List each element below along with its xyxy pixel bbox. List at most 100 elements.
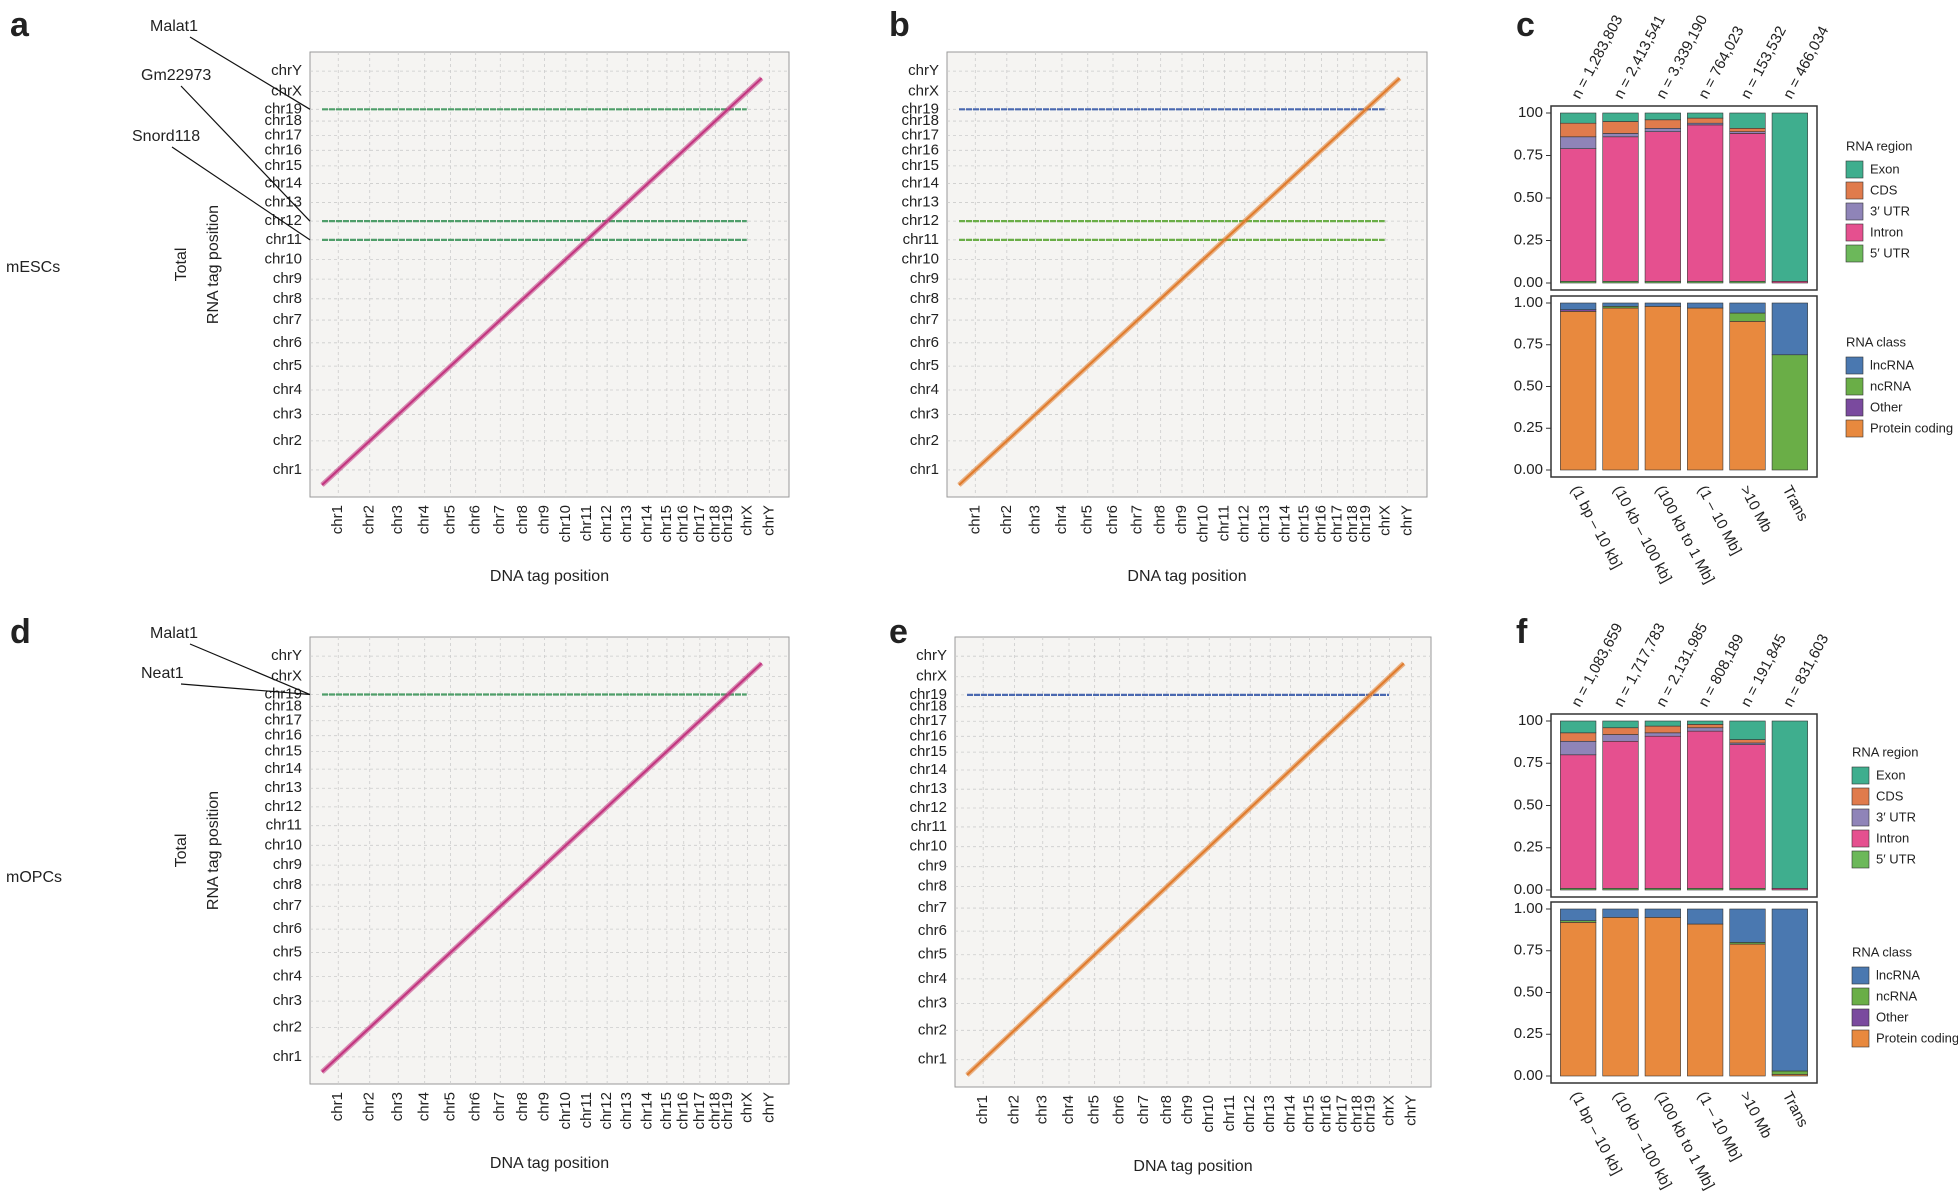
y-tick-label: 0.50 xyxy=(1514,983,1543,1000)
x-tick-label: chr16 xyxy=(1317,1095,1334,1133)
y-tick-label: chr3 xyxy=(918,995,947,1012)
x-tick-label: chrX xyxy=(1376,505,1393,536)
x-tick-label: chr12 xyxy=(598,505,615,543)
legend-swatch xyxy=(1845,202,1864,221)
x-tick-label: chr11 xyxy=(578,505,595,541)
y-tick-label: 0.75 xyxy=(1514,754,1543,771)
y-tick-label: chrY xyxy=(271,647,302,664)
x-tick-label: chr17 xyxy=(1329,505,1346,543)
annotation-line xyxy=(180,683,311,696)
panel-label: c xyxy=(1516,6,1535,44)
legend-label: ncRNA xyxy=(1870,378,1912,393)
panel-label: a xyxy=(10,6,30,44)
y-tick-label: chr1 xyxy=(273,1048,302,1065)
bar-segment xyxy=(1644,131,1681,282)
x-tick-label: chrX xyxy=(1381,1095,1398,1126)
legend-label: 5′ UTR xyxy=(1870,245,1910,260)
y-tick-label: chrY xyxy=(271,62,302,79)
y-tick-label: 0.00 xyxy=(1514,274,1543,291)
y-tick-label: 0.50 xyxy=(1514,189,1543,206)
x-tick-label: chr1 xyxy=(966,505,983,534)
x-tick-label: chr5 xyxy=(1079,505,1096,534)
bar-segment xyxy=(1729,739,1766,744)
y-tick-label: chr4 xyxy=(273,381,302,398)
bar-segment xyxy=(1687,117,1724,124)
diagonal xyxy=(966,662,1405,1076)
x-tick-label: chr17 xyxy=(691,1092,708,1130)
x-tick-label: chr3 xyxy=(1034,1095,1051,1124)
y-tick-label: chr3 xyxy=(273,405,302,422)
bar-segment xyxy=(1729,128,1766,133)
bar-segment xyxy=(1644,732,1681,737)
bar-segment xyxy=(1687,302,1724,309)
bar-segment xyxy=(1602,917,1639,1077)
x-tick-label: chr6 xyxy=(467,505,484,534)
legend-label: Exon xyxy=(1870,161,1900,176)
y-tick-label: chr9 xyxy=(273,856,302,873)
x-tick-label: chr6 xyxy=(1111,1095,1128,1124)
legend-label: CDS xyxy=(1870,182,1898,197)
x-tick-label: chr8 xyxy=(1158,1095,1175,1124)
y-tick-label: chr1 xyxy=(910,461,939,478)
y-tick-label: chr9 xyxy=(910,270,939,287)
legend-label: 3′ UTR xyxy=(1870,203,1910,218)
x-tick-label: chr5 xyxy=(1086,1095,1103,1124)
diagonal xyxy=(958,77,1401,486)
x-tick-label: chr15 xyxy=(658,1092,675,1130)
y-tick-label: chr10 xyxy=(909,838,947,855)
y-tick-label: chr16 xyxy=(264,727,302,744)
diagonal xyxy=(321,662,763,1073)
legend-label: lncRNA xyxy=(1870,357,1914,372)
y-tick-label: 0.50 xyxy=(1514,377,1543,394)
x-tick-label: chr19 xyxy=(719,505,736,543)
bar-segment xyxy=(1560,754,1597,889)
bar-segment xyxy=(1602,734,1639,742)
y-tick-label: chr6 xyxy=(273,920,302,937)
x-tick-label: chr11 xyxy=(1216,505,1233,541)
bar-segment xyxy=(1560,922,1597,1077)
y-tick-label: chr17 xyxy=(264,126,302,143)
bar-segment xyxy=(1560,740,1597,756)
legend-label: CDS xyxy=(1876,788,1904,803)
y-tick-label: chr5 xyxy=(918,946,947,963)
x-tick-label: chrY xyxy=(1398,505,1415,536)
y-tick-label: chr4 xyxy=(918,970,947,987)
y-tick-label: chr3 xyxy=(910,405,939,422)
y-tick-label: 0.75 xyxy=(1514,146,1543,163)
bar-segment xyxy=(1687,908,1724,925)
x-tick-label: chr5 xyxy=(441,505,458,534)
bar-segment xyxy=(1602,307,1639,471)
y-tick-label: chr7 xyxy=(918,899,947,916)
bar-segment xyxy=(1602,136,1639,282)
x-tick-label: chr10 xyxy=(557,505,574,543)
x-tick-label: chr10 xyxy=(1200,1095,1217,1133)
y-tick-label: chr2 xyxy=(273,432,302,449)
y-tick-label: chrX xyxy=(908,82,939,99)
x-tick-label: chr18 xyxy=(706,1092,723,1130)
y-tick-label: chr19 xyxy=(901,100,939,117)
legend-swatch xyxy=(1845,160,1864,179)
bar-segment xyxy=(1687,724,1724,729)
annotation: Malat1 xyxy=(150,18,198,35)
y-tick-label: 0.75 xyxy=(1514,336,1543,353)
y-tick-label: 0.25 xyxy=(1514,231,1543,248)
y-tick-label: 0.25 xyxy=(1514,1025,1543,1042)
legend-swatch xyxy=(1845,244,1864,263)
bar-segment xyxy=(1687,307,1724,471)
legend-swatch xyxy=(1845,419,1864,438)
y-tick-label: chr11 xyxy=(911,818,947,835)
annotation: Snord118 xyxy=(132,128,200,145)
annotation: Malat1 xyxy=(150,625,198,642)
y-tick-label: chr12 xyxy=(909,799,947,816)
bar-segment xyxy=(1687,112,1724,119)
x-tick-label: chr10 xyxy=(557,1092,574,1130)
y-tick-label: chr19 xyxy=(909,686,947,703)
y-tick-label: chr2 xyxy=(273,1019,302,1036)
bar-segment xyxy=(1729,943,1766,1077)
x-tick-label: chr14 xyxy=(639,505,656,543)
y-axis-title: RNA tag position xyxy=(205,791,222,910)
y-tick-label: chr12 xyxy=(264,212,302,229)
x-tick-label: chr16 xyxy=(675,505,692,543)
y-tick-label: chr4 xyxy=(910,381,939,398)
x-tick-label: chr19 xyxy=(1361,1095,1378,1133)
